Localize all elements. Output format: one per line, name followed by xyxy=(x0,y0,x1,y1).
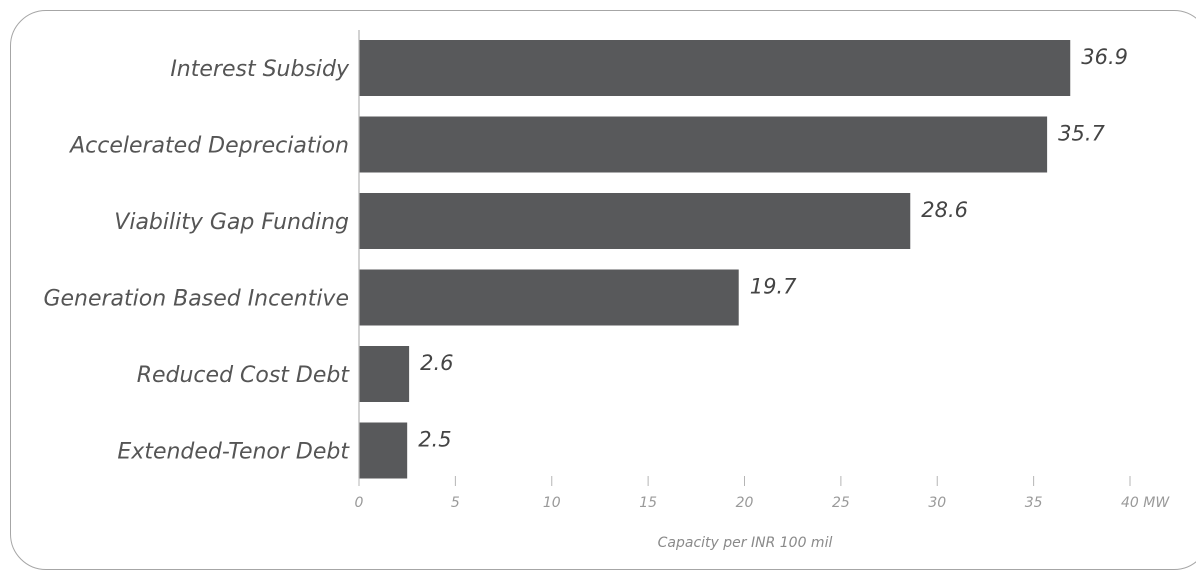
category-label: Reduced Cost Debt xyxy=(137,363,351,388)
axes-group: 0 5 10 15 20 25 30 35 40 MW xyxy=(355,30,1170,511)
value-labels-group: 36.9 35.7 28.6 19.7 2.6 2.5 xyxy=(418,45,1128,452)
bar xyxy=(359,40,1071,96)
x-tick-label: 5 xyxy=(451,495,460,511)
data-label: 2.6 xyxy=(420,351,453,375)
data-label: 28.6 xyxy=(921,198,968,222)
x-tick-label: 25 xyxy=(832,495,850,511)
data-label: 36.9 xyxy=(1081,45,1128,69)
category-label: Generation Based Incentive xyxy=(43,287,349,312)
bar xyxy=(359,116,1048,173)
category-labels-group: Interest Subsidy Accelerated Depreciation… xyxy=(43,57,350,465)
data-label: 19.7 xyxy=(750,275,797,299)
x-tick-label: 30 xyxy=(928,495,946,511)
data-label: 35.7 xyxy=(1058,122,1105,146)
bar xyxy=(359,269,739,326)
x-axis-label: Capacity per INR 100 mil xyxy=(658,535,833,551)
x-tick-label: 0 xyxy=(355,495,364,511)
data-label: 2.5 xyxy=(418,428,451,452)
category-label: Viability Gap Funding xyxy=(114,210,349,235)
x-tick-label: 20 xyxy=(736,495,754,511)
x-tick-label: 10 xyxy=(543,495,561,511)
category-label: Extended-Tenor Debt xyxy=(117,440,350,465)
bar xyxy=(359,422,408,479)
x-tick-label: 40 MW xyxy=(1121,495,1170,511)
bar xyxy=(359,346,410,402)
bar xyxy=(359,193,911,249)
category-label: Interest Subsidy xyxy=(170,57,350,82)
bars-group xyxy=(359,40,1071,479)
x-tick-label: 35 xyxy=(1025,495,1043,511)
category-label: Accelerated Depreciation xyxy=(68,134,349,159)
x-tick-label: 15 xyxy=(639,495,657,511)
